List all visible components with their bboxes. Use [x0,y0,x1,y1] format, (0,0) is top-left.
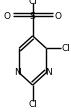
Text: O: O [4,12,11,21]
Text: O: O [55,12,62,21]
Text: N: N [45,68,52,77]
Text: Cl: Cl [28,100,37,109]
Text: S: S [30,12,36,21]
Text: Cl: Cl [62,44,70,53]
Text: Cl: Cl [28,0,37,6]
Text: N: N [14,68,20,77]
